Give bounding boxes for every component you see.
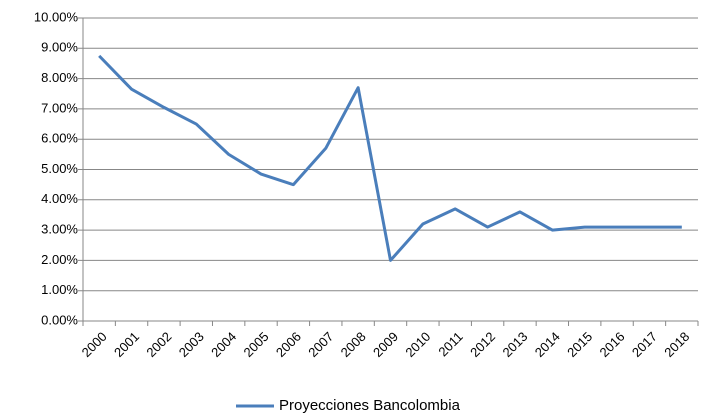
x-tick-label: 2012 — [467, 329, 498, 360]
y-tick-label: 0.00% — [41, 312, 78, 327]
x-tick-label: 2018 — [661, 329, 692, 360]
x-tick-label: 2014 — [532, 329, 563, 360]
x-tick-label: 2013 — [499, 329, 530, 360]
y-tick-label: 7.00% — [41, 100, 78, 115]
y-tick-label: 8.00% — [41, 70, 78, 85]
y-tick-label: 9.00% — [41, 40, 78, 55]
y-tick-label: 6.00% — [41, 131, 78, 146]
x-tick-label: 2004 — [208, 329, 239, 360]
y-tick-label: 2.00% — [41, 252, 78, 267]
y-tick-label: 4.00% — [41, 191, 78, 206]
x-tick-label: 2017 — [629, 329, 660, 360]
legend-label: Proyecciones Bancolombia — [279, 397, 461, 414]
y-tick-label: 5.00% — [41, 161, 78, 176]
y-tick-label: 1.00% — [41, 282, 78, 297]
x-tick-label: 2009 — [370, 329, 401, 360]
x-tick-label: 2001 — [111, 329, 142, 360]
data-line — [98, 54, 682, 262]
x-tick-label: 2000 — [79, 329, 110, 360]
y-tick-label: 10.00% — [34, 9, 79, 24]
x-tick-label: 2015 — [564, 329, 595, 360]
x-tick-label: 2016 — [597, 329, 628, 360]
x-tick-label: 2011 — [435, 329, 465, 359]
y-tick-label: 3.00% — [41, 222, 78, 237]
x-tick-label: 2006 — [273, 329, 304, 360]
x-tick-label: 2007 — [305, 329, 336, 360]
x-tick-label: 2003 — [176, 329, 207, 360]
x-tick-label: 2002 — [143, 329, 174, 360]
x-tick-label: 2008 — [338, 329, 369, 360]
x-tick-label: 2005 — [241, 329, 272, 360]
x-tick-label: 2010 — [402, 329, 433, 360]
